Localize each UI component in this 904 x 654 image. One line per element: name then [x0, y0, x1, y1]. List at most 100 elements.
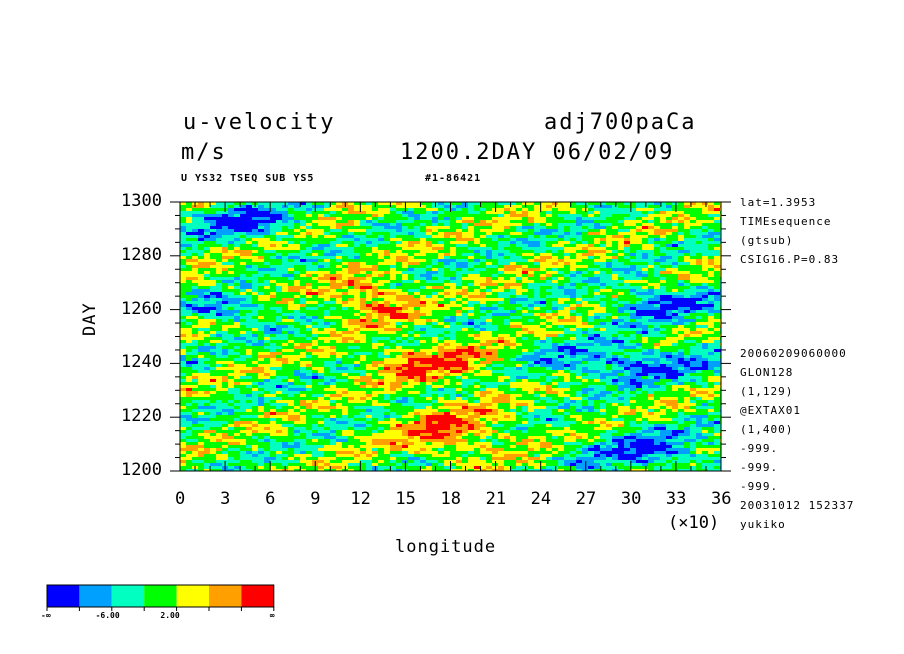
heatmap-cell: [396, 274, 402, 277]
heatmap-cell: [696, 259, 702, 262]
heatmap-cell: [186, 328, 192, 331]
heatmap-cell: [306, 346, 312, 349]
heatmap-cell: [186, 304, 192, 307]
heatmap-cell: [648, 328, 654, 331]
heatmap-cell: [282, 232, 288, 235]
heatmap-cell: [588, 226, 594, 229]
heatmap-cell: [678, 220, 684, 223]
heatmap-cell: [462, 226, 468, 229]
heatmap-cell: [510, 316, 516, 319]
heatmap-cell: [618, 244, 624, 247]
heatmap-cell: [222, 289, 228, 292]
heatmap-cell: [336, 217, 342, 220]
heatmap-cell: [708, 292, 714, 295]
heatmap-cell: [534, 298, 540, 301]
heatmap-cell: [474, 310, 480, 313]
heatmap-cell: [300, 313, 306, 316]
heatmap-cell: [390, 271, 396, 274]
heatmap-cell: [198, 358, 204, 361]
heatmap-cell: [702, 298, 708, 301]
heatmap-cell: [588, 337, 594, 340]
heatmap-cell: [516, 334, 522, 337]
heatmap-cell: [462, 280, 468, 283]
heatmap-cell: [348, 304, 354, 307]
heatmap-cell: [576, 292, 582, 295]
heatmap-cell: [606, 283, 612, 286]
heatmap-cell: [180, 307, 186, 310]
heatmap-cell: [504, 343, 510, 346]
heatmap-cell: [714, 358, 720, 361]
heatmap-cell: [642, 304, 648, 307]
heatmap-cell: [420, 337, 426, 340]
heatmap-cell: [630, 313, 636, 316]
heatmap-cell: [702, 214, 708, 217]
heatmap-cell: [408, 298, 414, 301]
heatmap-cell: [264, 286, 270, 289]
heatmap-cell: [528, 349, 534, 352]
heatmap-cell: [366, 217, 372, 220]
heatmap-cell: [672, 307, 678, 310]
heatmap-cell: [294, 340, 300, 343]
heatmap-cell: [318, 250, 324, 253]
heatmap-cell: [612, 268, 618, 271]
heatmap-cell: [492, 334, 498, 337]
heatmap-cell: [306, 238, 312, 241]
heatmap-cell: [504, 241, 510, 244]
heatmap-cell: [522, 328, 528, 331]
heatmap-cell: [714, 322, 720, 325]
heatmap-cell: [438, 292, 444, 295]
heatmap-cell: [540, 208, 546, 211]
heatmap-cell: [366, 268, 372, 271]
heatmap-cell: [324, 265, 330, 268]
heatmap-cell: [714, 292, 720, 295]
heatmap-cell: [462, 277, 468, 280]
heatmap-cell: [372, 298, 378, 301]
heatmap-cell: [636, 241, 642, 244]
heatmap-cell: [258, 364, 264, 367]
heatmap-cell: [372, 241, 378, 244]
heatmap-cell: [690, 286, 696, 289]
heatmap-cell: [474, 229, 480, 232]
heatmap-cell: [642, 235, 648, 238]
heatmap-cell: [342, 265, 348, 268]
heatmap-cell: [612, 259, 618, 262]
heatmap-cell: [678, 349, 684, 352]
heatmap-cell: [570, 331, 576, 334]
heatmap-cell: [336, 214, 342, 217]
heatmap-cell: [576, 223, 582, 226]
heatmap-cell: [468, 331, 474, 334]
heatmap-cell: [516, 232, 522, 235]
heatmap-cell: [504, 250, 510, 253]
heatmap-cell: [660, 322, 666, 325]
heatmap-cell: [504, 328, 510, 331]
heatmap-cell: [372, 349, 378, 352]
heatmap-cell: [702, 208, 708, 211]
heatmap-cell: [606, 310, 612, 313]
heatmap-cell: [456, 295, 462, 298]
heatmap-cell: [624, 208, 630, 211]
heatmap-cell: [408, 268, 414, 271]
heatmap-cell: [360, 235, 366, 238]
heatmap-cell: [552, 256, 558, 259]
heatmap-cell: [642, 217, 648, 220]
heatmap-cell: [684, 310, 690, 313]
heatmap-cell: [636, 346, 642, 349]
heatmap-cell: [414, 253, 420, 256]
heatmap-cell: [438, 355, 444, 358]
heatmap-cell: [510, 364, 516, 367]
heatmap-cell: [642, 292, 648, 295]
heatmap-cell: [216, 283, 222, 286]
heatmap-cell: [276, 328, 282, 331]
heatmap-cell: [468, 364, 474, 367]
heatmap-cell: [582, 307, 588, 310]
heatmap-cell: [252, 355, 258, 358]
heatmap-cell: [534, 355, 540, 358]
heatmap-cell: [414, 250, 420, 253]
heatmap-cell: [396, 235, 402, 238]
heatmap-cell: [390, 211, 396, 214]
heatmap-cell: [696, 268, 702, 271]
heatmap-cell: [588, 232, 594, 235]
heatmap-cell: [360, 277, 366, 280]
heatmap-cell: [378, 292, 384, 295]
heatmap-cell: [342, 238, 348, 241]
